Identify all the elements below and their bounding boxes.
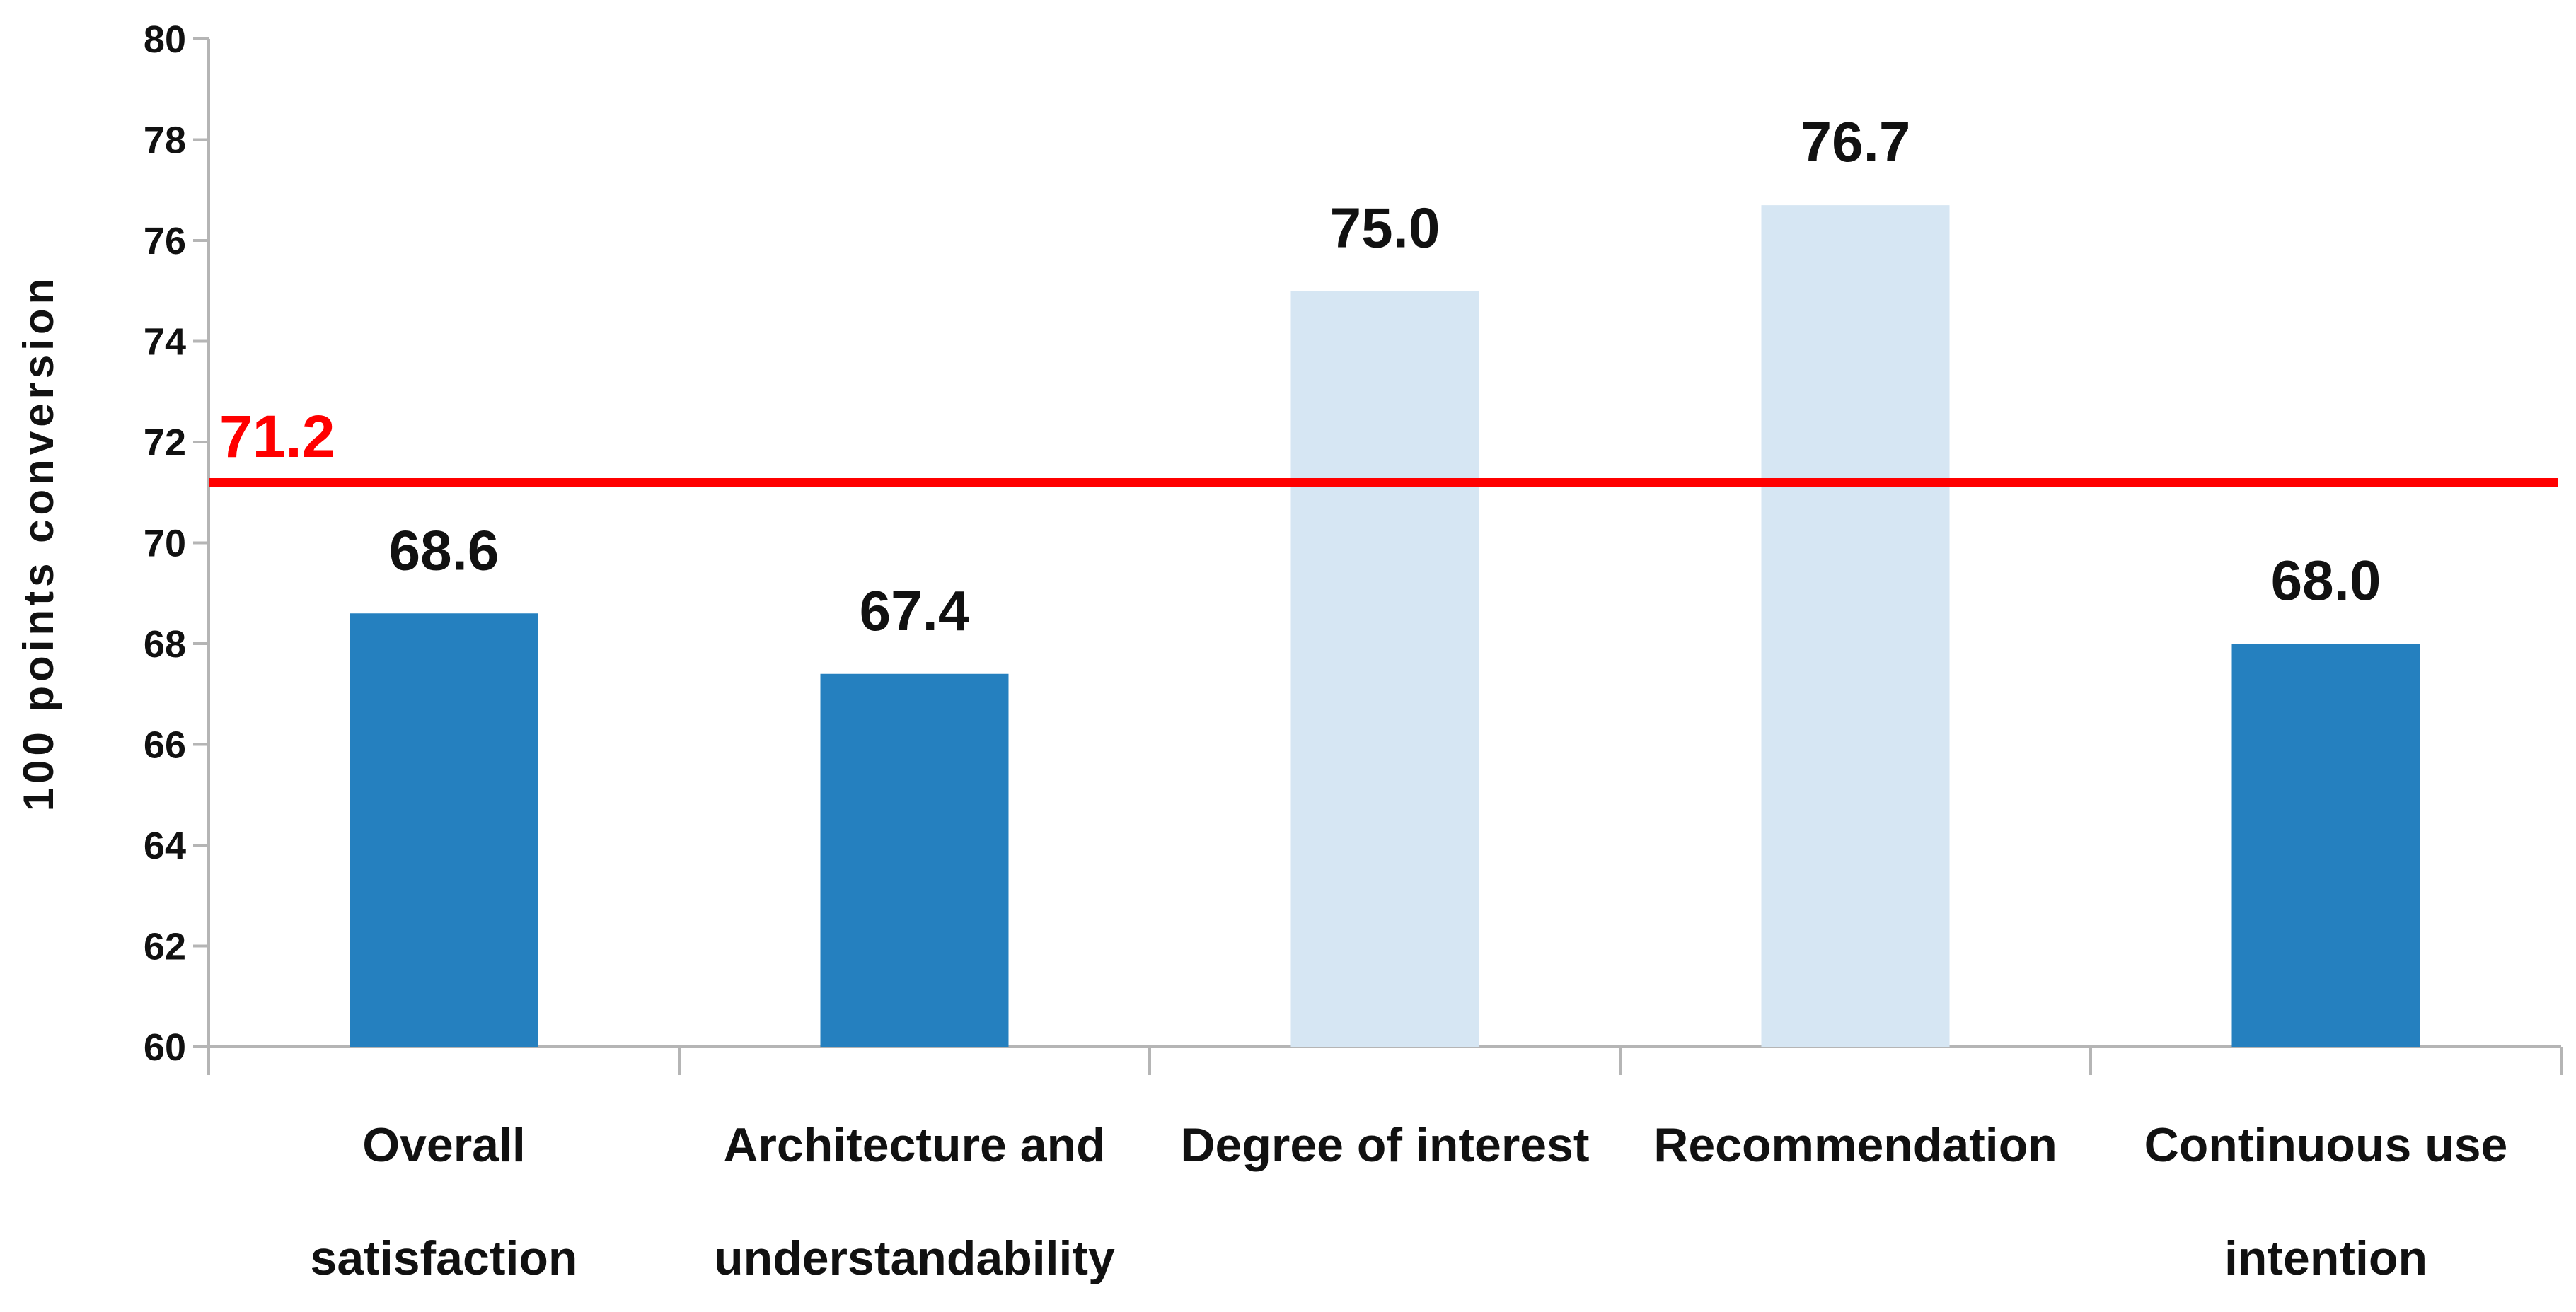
y-tick-label: 64 bbox=[144, 825, 186, 867]
labels: 68.6 Overall satisfaction 67.4 Architecture … bbox=[311, 110, 2508, 1285]
bar bbox=[1290, 291, 1479, 1047]
bar-value-label: 76.7 bbox=[1801, 110, 1911, 173]
reference-line-label: 71.2 bbox=[219, 403, 335, 470]
bar bbox=[2231, 644, 2420, 1047]
y-tick-label: 74 bbox=[144, 321, 186, 364]
y-tick-label: 72 bbox=[144, 422, 186, 464]
x-category-label: Overall bbox=[362, 1118, 526, 1172]
y-tick-label: 80 bbox=[144, 18, 186, 61]
bar-value-label: 68.6 bbox=[389, 518, 499, 581]
y-axis-title: 100 points conversion bbox=[15, 274, 62, 812]
reference-line-group: 71.2 bbox=[209, 403, 2558, 487]
bar bbox=[350, 613, 538, 1047]
y-tick-label: 60 bbox=[144, 1026, 186, 1069]
y-tick-label: 76 bbox=[144, 220, 186, 262]
x-category-label: Architecture and bbox=[723, 1118, 1105, 1172]
y-tick-label: 70 bbox=[144, 523, 186, 565]
x-category-label: Continuous use bbox=[2144, 1118, 2508, 1172]
y-tick-label: 62 bbox=[144, 926, 186, 968]
x-category-label: understandability bbox=[714, 1231, 1115, 1285]
bar bbox=[1761, 205, 1950, 1047]
x-category-label: intention bbox=[2224, 1231, 2427, 1285]
y-tick-label: 78 bbox=[144, 120, 186, 162]
bar bbox=[820, 673, 1009, 1047]
y-axis-title-group: 100 points conversion bbox=[15, 274, 62, 812]
x-category-label: Degree of interest bbox=[1180, 1118, 1589, 1172]
y-tick-label: 66 bbox=[144, 724, 186, 767]
x-category-label: satisfaction bbox=[311, 1231, 578, 1285]
bar-value-label: 68.0 bbox=[2271, 549, 2381, 612]
bars bbox=[350, 205, 2420, 1047]
axes: 60 62 64 66 68 70 72 74 76 78 80 bbox=[144, 18, 2563, 1075]
x-category-label: Recommendation bbox=[1653, 1118, 2057, 1172]
y-tick-label: 68 bbox=[144, 623, 186, 666]
bar-value-label: 75.0 bbox=[1330, 196, 1440, 259]
bar-value-label: 67.4 bbox=[860, 579, 970, 642]
